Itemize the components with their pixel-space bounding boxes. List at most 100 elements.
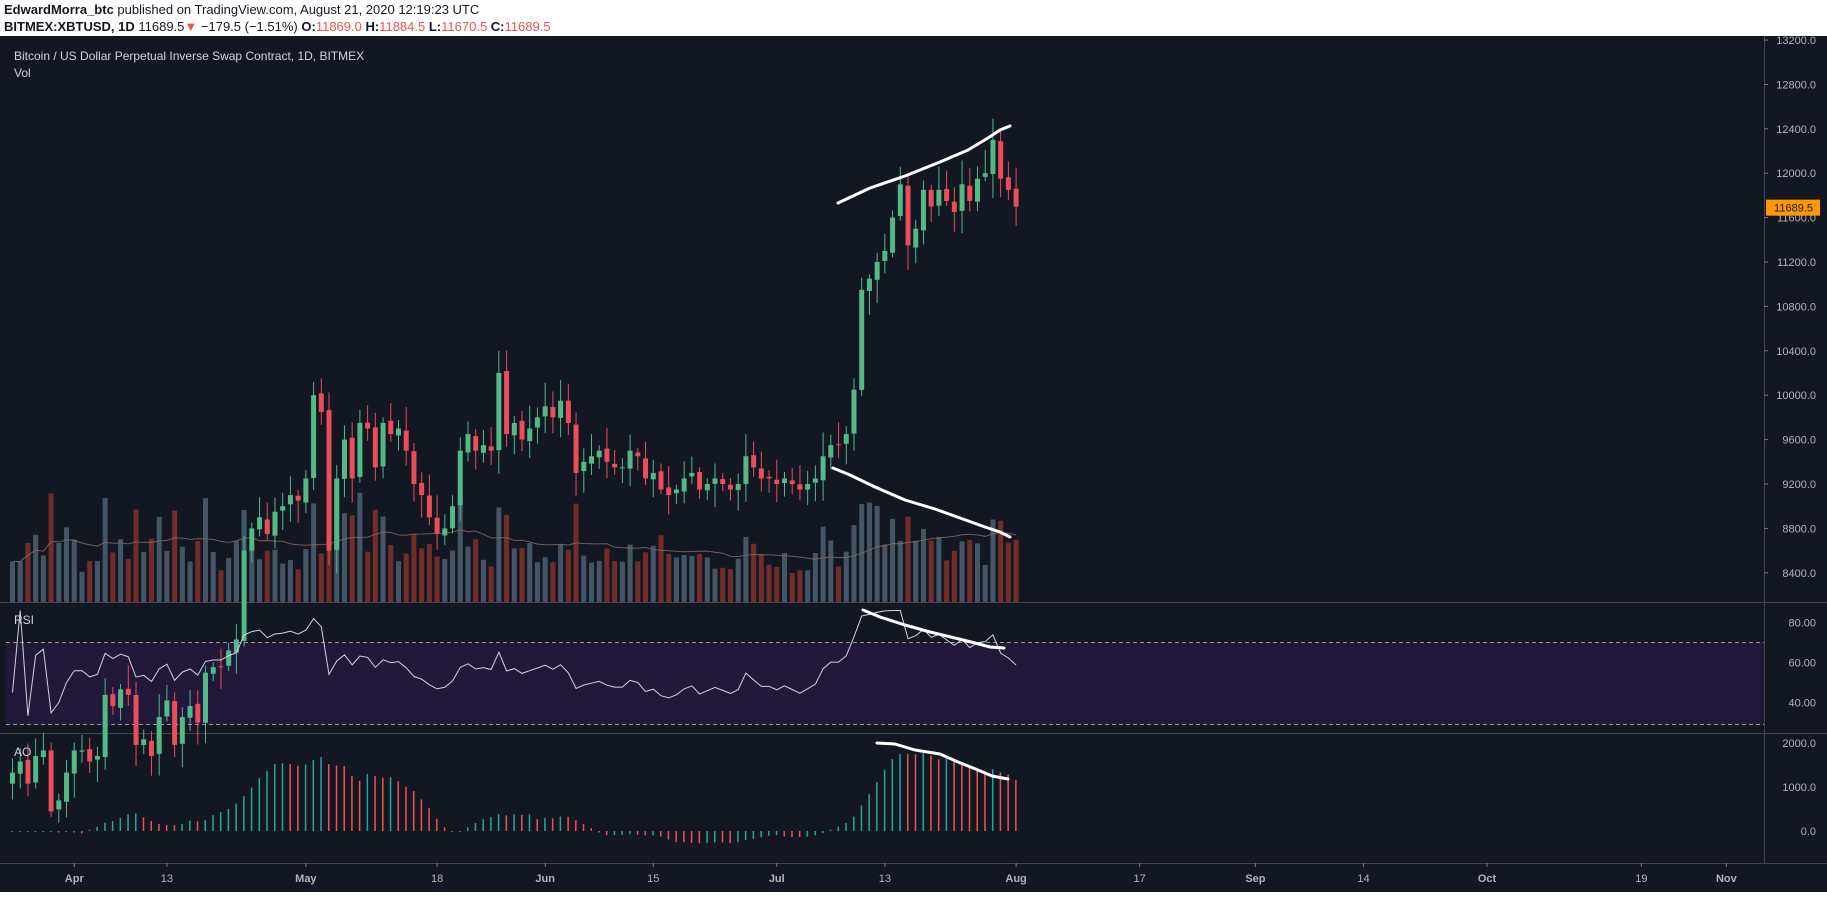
symbol-ohlc-line: BITMEX:XBTUSD, 1D 11689.5▼ −179.5 (−1.51… bbox=[4, 19, 551, 34]
ao-bar bbox=[11, 831, 13, 832]
volume-bar bbox=[56, 542, 62, 602]
volume-bar bbox=[735, 558, 741, 602]
candle-body bbox=[704, 484, 710, 491]
volume-bar bbox=[836, 566, 842, 602]
chart-area[interactable]: 13200.0 12800.0 12400.0 12000.0 11600.0 11200… bbox=[0, 35, 1827, 892]
candle-body bbox=[975, 178, 980, 202]
volume-bar bbox=[419, 548, 425, 602]
ao-bar bbox=[976, 769, 978, 831]
ao-bar bbox=[474, 823, 477, 831]
candle-body bbox=[758, 468, 764, 479]
publish-info: EdwardMorra_btc published on TradingView… bbox=[4, 2, 479, 17]
candle-body bbox=[156, 717, 162, 754]
time-tick-label: 13 bbox=[161, 873, 173, 885]
ao-bar bbox=[366, 774, 369, 831]
ao-bar bbox=[613, 831, 616, 835]
rsi-tick-label: 60.00 bbox=[1788, 658, 1816, 670]
candle-body bbox=[380, 422, 386, 467]
volume-bar bbox=[318, 553, 324, 602]
candle-body bbox=[789, 480, 795, 484]
candle-body bbox=[897, 184, 903, 216]
volume-bar bbox=[843, 551, 849, 602]
candle-body bbox=[905, 185, 911, 246]
volume-bar bbox=[866, 502, 872, 602]
author-name[interactable]: EdwardMorra_btc bbox=[4, 2, 114, 17]
candle-body bbox=[372, 427, 378, 468]
candle-body bbox=[843, 434, 849, 444]
ao-bar bbox=[675, 831, 677, 843]
volume-bar bbox=[488, 566, 494, 602]
volume-bar bbox=[944, 560, 950, 602]
candle-body bbox=[650, 472, 656, 480]
current-price-label: 11689.5 bbox=[1774, 203, 1813, 215]
ao-bar bbox=[443, 827, 446, 831]
axes: 13200.012800.012400.012000.011600.011200… bbox=[65, 35, 1820, 885]
ao-bar bbox=[119, 817, 122, 831]
ao-bar bbox=[582, 823, 585, 831]
candle-body bbox=[797, 484, 803, 490]
ao-bar bbox=[1007, 774, 1009, 831]
close-label: C: bbox=[490, 19, 505, 34]
ao-bar bbox=[204, 820, 206, 831]
candle-body bbox=[766, 476, 772, 479]
ao-bar bbox=[80, 831, 83, 834]
ao-bar bbox=[590, 828, 592, 831]
ao-bar bbox=[212, 815, 214, 831]
ao-bar bbox=[88, 829, 91, 831]
volume-bar bbox=[496, 507, 502, 602]
volume-bar bbox=[959, 541, 965, 602]
candle-body bbox=[511, 422, 517, 436]
volume-bar bbox=[504, 514, 510, 602]
volume-bar bbox=[102, 498, 108, 602]
ao-bar bbox=[335, 765, 338, 831]
candle-body bbox=[596, 450, 602, 458]
ao-pane bbox=[11, 752, 1017, 844]
candle-body bbox=[40, 750, 46, 758]
price-tick-label: 11200.0 bbox=[1777, 257, 1816, 269]
ao-bar bbox=[814, 831, 816, 836]
candle-body bbox=[442, 528, 448, 536]
candle-body bbox=[589, 456, 594, 464]
ao-bar bbox=[551, 818, 554, 831]
volume-bar bbox=[890, 518, 896, 602]
candle-body bbox=[812, 478, 818, 483]
volume-bar bbox=[951, 550, 957, 602]
ao-bar bbox=[351, 775, 353, 831]
ao-bar bbox=[73, 831, 75, 833]
ao-bar bbox=[945, 759, 948, 831]
volume-bar bbox=[71, 539, 77, 602]
ao-bar bbox=[389, 777, 392, 831]
candle-body bbox=[504, 371, 510, 435]
volume-bar bbox=[519, 547, 525, 602]
ao-bar bbox=[358, 780, 361, 831]
candle-body bbox=[920, 189, 926, 231]
volume-bar bbox=[295, 569, 301, 602]
candle-body bbox=[434, 517, 440, 534]
volume-bar bbox=[349, 515, 355, 602]
ao-bar bbox=[822, 831, 824, 834]
candle-body bbox=[851, 389, 857, 434]
candle-body bbox=[426, 495, 432, 518]
candle-body bbox=[457, 450, 463, 506]
candle-body bbox=[210, 667, 216, 674]
ao-bar bbox=[698, 831, 701, 844]
candle-body bbox=[264, 519, 270, 534]
time-tick-label: 17 bbox=[1133, 873, 1145, 885]
ao-bar bbox=[521, 814, 523, 831]
chart-canvas[interactable]: 13200.012800.012400.012000.011600.011200… bbox=[0, 35, 1827, 892]
time-tick-label: 19 bbox=[1635, 873, 1647, 885]
candle-body bbox=[249, 528, 255, 551]
candle-body bbox=[604, 448, 610, 462]
volume-bar bbox=[388, 545, 394, 602]
ao-bar bbox=[968, 766, 971, 831]
ao-bar bbox=[111, 820, 114, 831]
volume-bar bbox=[17, 561, 23, 602]
ao-bar bbox=[652, 831, 654, 836]
ao-bar bbox=[243, 796, 245, 831]
candle-body bbox=[890, 217, 896, 253]
volume-bar bbox=[596, 560, 602, 602]
volume-bar bbox=[118, 539, 124, 602]
ao-bar bbox=[57, 831, 60, 833]
volume-bar bbox=[1013, 539, 1019, 602]
volume-bar bbox=[720, 567, 726, 602]
